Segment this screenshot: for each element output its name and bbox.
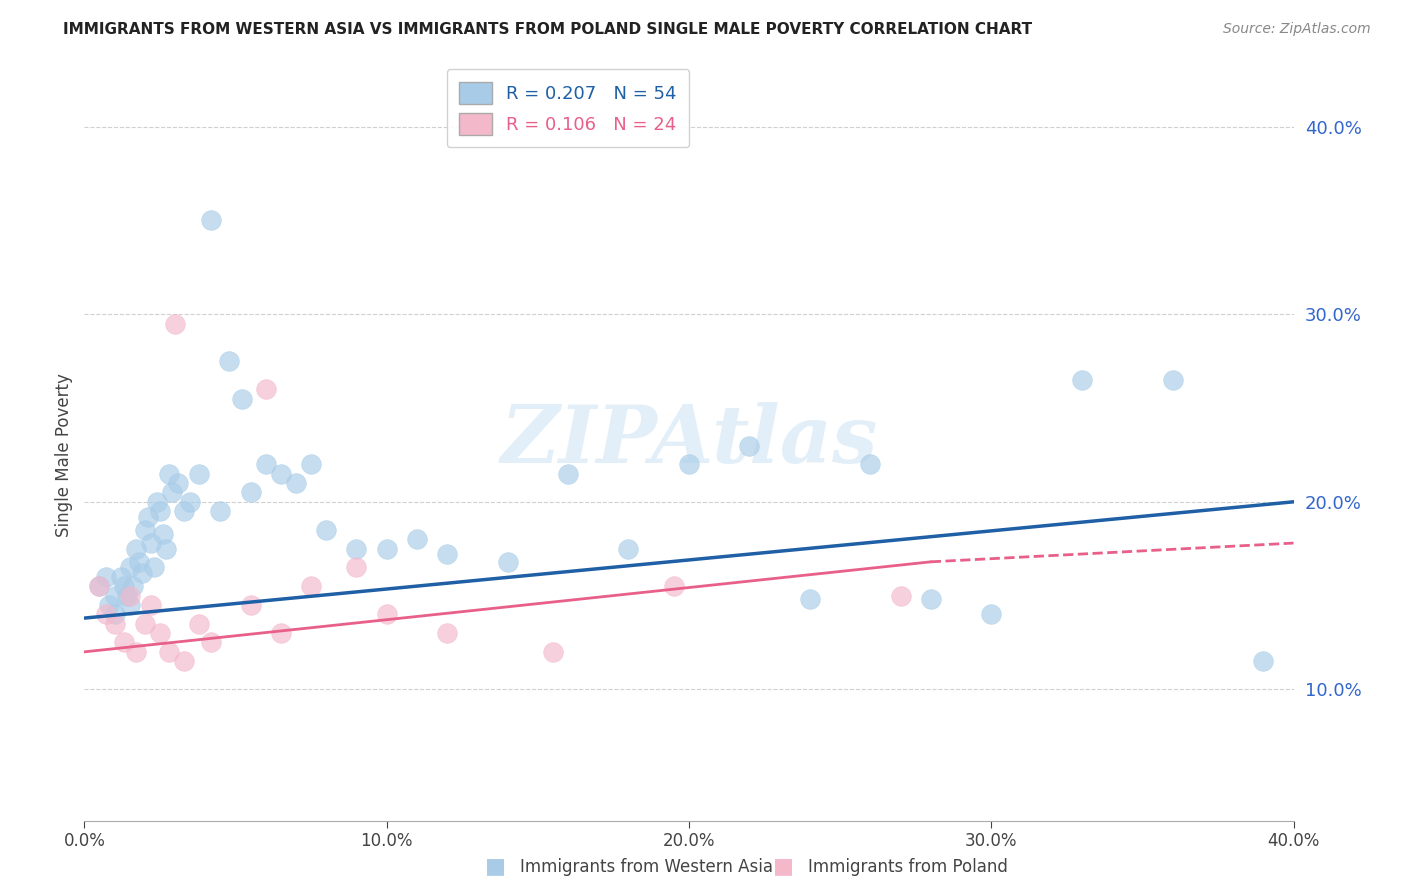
Point — [662, 579, 685, 593]
Point — [188, 616, 211, 631]
Point — [738, 438, 761, 452]
Point — [128, 555, 150, 569]
Point — [254, 382, 277, 396]
Point — [139, 536, 162, 550]
Point — [125, 645, 148, 659]
Text: ■: ■ — [773, 856, 794, 876]
Point — [678, 458, 700, 472]
Point — [94, 570, 117, 584]
Point — [980, 607, 1002, 622]
Point — [104, 589, 127, 603]
Point — [239, 485, 262, 500]
Point — [125, 541, 148, 556]
Point — [1253, 654, 1275, 668]
Point — [541, 645, 564, 659]
Point — [1071, 373, 1094, 387]
Point — [406, 533, 429, 547]
Point — [375, 541, 398, 556]
Point — [436, 626, 458, 640]
Point — [799, 592, 821, 607]
Point — [859, 458, 882, 472]
Y-axis label: Single Male Poverty: Single Male Poverty — [55, 373, 73, 537]
Point — [134, 616, 156, 631]
Point — [157, 467, 180, 481]
Point — [218, 354, 240, 368]
Point — [270, 626, 292, 640]
Point — [209, 504, 232, 518]
Point — [112, 635, 135, 649]
Point — [139, 598, 162, 612]
Point — [155, 541, 177, 556]
Point — [200, 213, 222, 227]
Point — [557, 467, 579, 481]
Point — [1161, 373, 1184, 387]
Text: ■: ■ — [485, 856, 506, 876]
Legend: R = 0.207   N = 54, R = 0.106   N = 24: R = 0.207 N = 54, R = 0.106 N = 24 — [447, 69, 689, 147]
Point — [97, 598, 120, 612]
Point — [89, 579, 111, 593]
Point — [118, 598, 141, 612]
Point — [890, 589, 912, 603]
Point — [121, 579, 143, 593]
Point — [375, 607, 398, 622]
Point — [118, 589, 141, 603]
Point — [115, 589, 138, 603]
Point — [104, 607, 127, 622]
Point — [160, 485, 183, 500]
Point — [436, 547, 458, 561]
Point — [149, 504, 172, 518]
Point — [346, 541, 368, 556]
Point — [299, 579, 322, 593]
Point — [270, 467, 292, 481]
Point — [149, 626, 172, 640]
Point — [94, 607, 117, 622]
Point — [173, 504, 195, 518]
Point — [112, 579, 135, 593]
Point — [146, 495, 169, 509]
Text: Source: ZipAtlas.com: Source: ZipAtlas.com — [1223, 22, 1371, 37]
Point — [118, 560, 141, 574]
Point — [617, 541, 640, 556]
Point — [920, 592, 942, 607]
Point — [299, 458, 322, 472]
Text: Immigrants from Western Asia: Immigrants from Western Asia — [520, 858, 773, 876]
Point — [142, 560, 165, 574]
Point — [496, 555, 519, 569]
Text: Immigrants from Poland: Immigrants from Poland — [808, 858, 1008, 876]
Text: ZIPAtlas: ZIPAtlas — [501, 401, 877, 479]
Point — [131, 566, 153, 580]
Point — [254, 458, 277, 472]
Point — [315, 523, 337, 537]
Point — [157, 645, 180, 659]
Point — [239, 598, 262, 612]
Point — [134, 523, 156, 537]
Point — [152, 526, 174, 541]
Point — [200, 635, 222, 649]
Point — [346, 560, 368, 574]
Point — [285, 476, 308, 491]
Point — [165, 317, 187, 331]
Point — [89, 579, 111, 593]
Point — [110, 570, 132, 584]
Point — [136, 509, 159, 524]
Point — [231, 392, 253, 406]
Point — [167, 476, 190, 491]
Text: IMMIGRANTS FROM WESTERN ASIA VS IMMIGRANTS FROM POLAND SINGLE MALE POVERTY CORRE: IMMIGRANTS FROM WESTERN ASIA VS IMMIGRAN… — [63, 22, 1032, 37]
Point — [188, 467, 211, 481]
Point — [179, 495, 201, 509]
Point — [173, 654, 195, 668]
Point — [104, 616, 127, 631]
